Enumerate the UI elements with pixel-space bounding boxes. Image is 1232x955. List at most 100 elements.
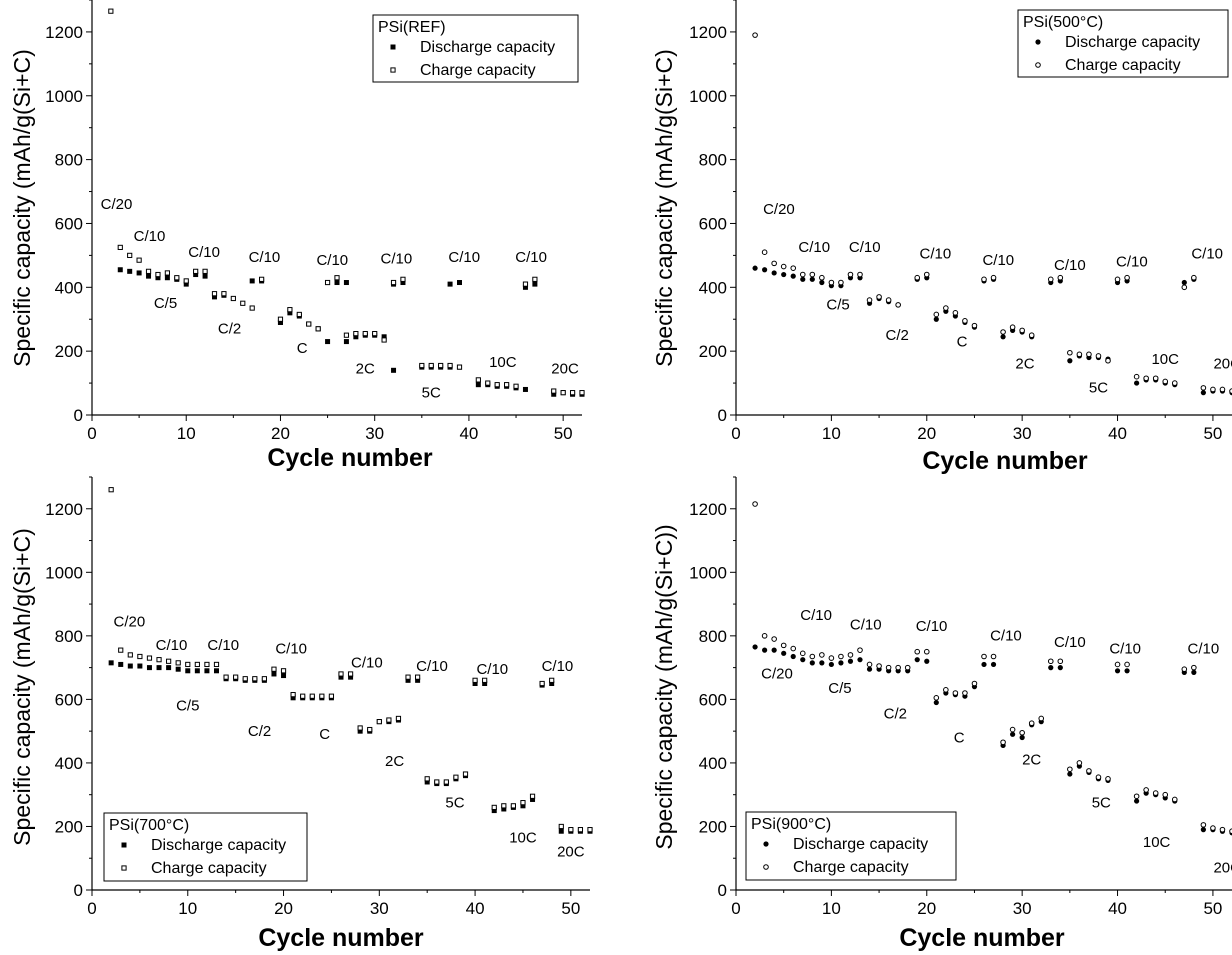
charge-point [491, 804, 497, 810]
rate-annotation: C/10 [1188, 640, 1220, 657]
discharge-point [175, 666, 181, 672]
charge-point [372, 330, 378, 337]
discharge-point [185, 668, 191, 674]
rate-annotation: 20C [551, 361, 579, 378]
charge-point [560, 390, 566, 396]
chart-panel-3: 0 200 400 600 800 1000 1200 0 10 20 30 40 50 Cycle nu… [9, 476, 593, 952]
rate-annotation: C/10 [1109, 640, 1141, 657]
legend-title: PSi(900°C) [751, 816, 831, 833]
charge-point [343, 332, 350, 338]
rate-annotation: 2C [385, 753, 404, 770]
y-axis-title: Specific capacity (mAh/g(Si+C) [651, 49, 677, 367]
charge-point [828, 279, 835, 286]
charge-point [847, 652, 854, 658]
charge-point [185, 661, 191, 668]
charge-point [522, 281, 529, 287]
x-tick-label: 50 [561, 899, 580, 918]
charge-point [1191, 274, 1197, 281]
x-axis-title: Cycle number [922, 447, 1088, 475]
rate-annotation: C/10 [542, 658, 574, 675]
discharge-point [249, 278, 255, 284]
charge-point [943, 687, 949, 693]
rate-annotation: C/2 [218, 321, 241, 338]
y-tick-label: 1200 [689, 23, 727, 42]
charge-point [376, 719, 382, 725]
x-tick-label: 40 [1108, 899, 1127, 918]
charge-point [400, 276, 406, 282]
rate-annotation: 20C [1213, 860, 1232, 877]
charge-point [752, 32, 758, 38]
discharge-point [447, 281, 453, 287]
discharge-point [424, 779, 430, 785]
charge-point [213, 661, 220, 668]
charge-point [1019, 327, 1025, 334]
charge-point [456, 364, 463, 370]
y-tick-label: 800 [699, 151, 727, 170]
discharge-point [1124, 668, 1130, 674]
x-axis-title: Cycle number [899, 924, 1065, 952]
charge-point [127, 652, 133, 658]
discharge-point [118, 661, 124, 667]
charge-point [174, 275, 180, 281]
charge-point [475, 377, 481, 383]
discharge-point [771, 270, 777, 276]
charge-point [277, 316, 284, 322]
charge-point [579, 390, 585, 396]
discharge-point [1067, 358, 1073, 364]
y-tick-label: 400 [55, 278, 83, 297]
charge-point [952, 310, 959, 316]
charge-point [1076, 760, 1083, 766]
y-axis-title: Specific capacity (mAh/g(Si+C) [9, 528, 35, 846]
legend-title: PSi(500°C) [1023, 14, 1103, 31]
y-tick-label: 1000 [689, 87, 727, 106]
legend-title: PSi(700°C) [109, 817, 189, 834]
discharge-point [166, 665, 172, 671]
charge-point [771, 260, 777, 267]
charge-point [287, 307, 293, 313]
discharge-point [781, 271, 787, 278]
legend-entry-label: Charge capacity [151, 860, 267, 877]
y-tick-label: 1200 [45, 500, 83, 519]
rate-annotation: C [297, 340, 308, 357]
charge-point [315, 326, 321, 332]
discharge-point [819, 660, 825, 666]
charge-point [1162, 791, 1169, 798]
charge-point [799, 271, 806, 278]
charge-point [1143, 787, 1149, 793]
x-tick-label: 20 [271, 424, 290, 443]
charge-point [117, 244, 123, 251]
charge-point [328, 693, 335, 699]
y-tick-label: 600 [55, 690, 83, 709]
y-tick-label: 800 [55, 627, 83, 646]
charge-point [504, 382, 510, 388]
y-tick-label: 400 [699, 754, 727, 773]
charge-point [1057, 274, 1064, 281]
charge-point [510, 803, 516, 809]
charge-point [809, 271, 816, 278]
charge-point [847, 271, 854, 278]
charge-point [233, 674, 239, 680]
x-tick-label: 50 [554, 424, 573, 443]
charge-point [539, 680, 545, 687]
charge-point [971, 322, 978, 329]
charge-point [395, 715, 402, 722]
discharge-point [1134, 798, 1140, 804]
charge-point [434, 779, 440, 785]
discharge-point [520, 803, 526, 809]
charge-point [1124, 274, 1130, 281]
charge-point [529, 793, 536, 799]
legend-marker [121, 842, 127, 848]
charge-point [164, 270, 170, 276]
x-tick-label: 50 [1203, 424, 1222, 443]
discharge-point [117, 267, 123, 273]
rate-annotation: C/2 [248, 723, 271, 740]
rate-annotation: C [954, 729, 965, 746]
charge-point [453, 774, 459, 780]
charge-point [1152, 375, 1159, 382]
discharge-point [522, 284, 528, 290]
legend-box [372, 14, 579, 83]
discharge-point [501, 806, 507, 812]
rate-annotation: 5C [1089, 380, 1108, 397]
charge-point [462, 771, 469, 777]
rate-annotation: 20C [557, 844, 585, 861]
